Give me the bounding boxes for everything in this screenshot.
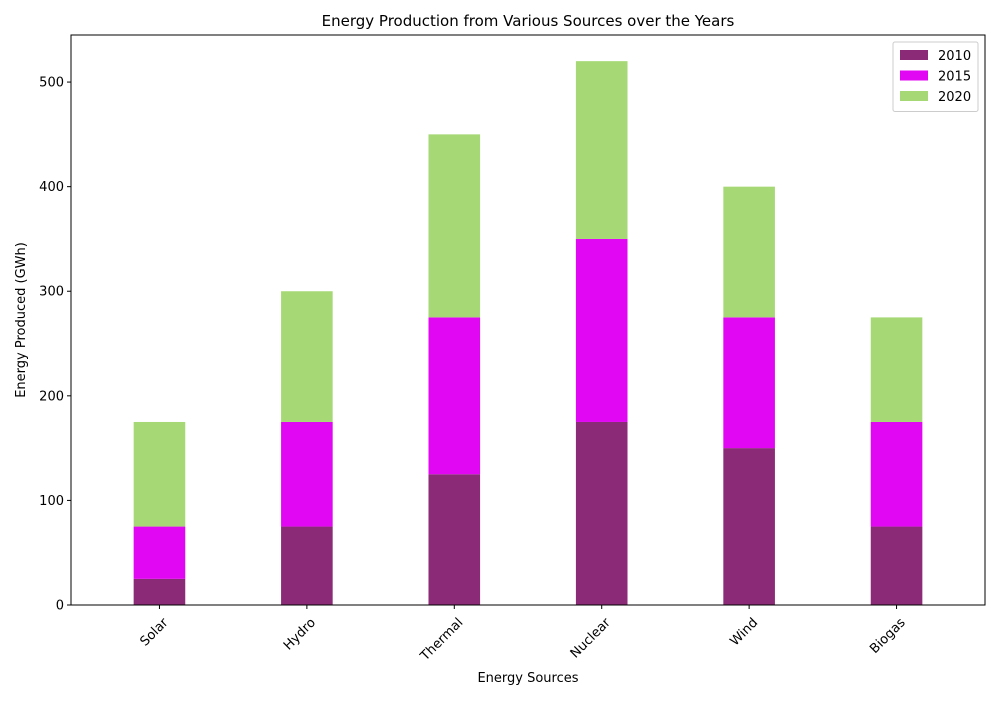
bar-nuclear-2015 xyxy=(575,238,628,422)
legend-swatch-2020 xyxy=(900,91,928,101)
bar-hydro-2010 xyxy=(281,526,333,605)
legend-swatch-2010 xyxy=(900,50,928,60)
bar-hydro-2020 xyxy=(281,291,333,422)
legend: 2010 2015 2020 xyxy=(892,41,979,112)
legend-label-2015: 2015 xyxy=(938,70,971,85)
bar-wind-2020 xyxy=(723,186,775,318)
bar-biogas-2020 xyxy=(870,317,923,422)
y-tick-label: 200 xyxy=(39,389,64,404)
chart-title: Energy Production from Various Sources o… xyxy=(322,12,735,30)
bar-biogas-2015 xyxy=(870,421,923,527)
y-tick-label: 400 xyxy=(39,180,64,195)
y-tick-label: 300 xyxy=(39,285,64,300)
legend-label-2010: 2010 xyxy=(938,49,971,64)
plot-frame xyxy=(70,34,986,606)
y-tick-label: 100 xyxy=(39,494,64,509)
y-axis-ticks: 0 100 200 300 400 500 xyxy=(39,76,71,614)
legend-swatch-2015 xyxy=(900,70,928,81)
bar-thermal-2020 xyxy=(428,134,481,318)
y-tick-label: 0 xyxy=(56,599,64,614)
y-tick-label: 500 xyxy=(39,76,64,91)
x-axis-label: Energy Sources xyxy=(477,671,578,686)
bar-nuclear-2020 xyxy=(575,61,628,239)
bars-group xyxy=(133,61,923,605)
y-axis-label: Energy Produced (GWh) xyxy=(14,242,29,398)
bar-wind-2010 xyxy=(723,448,775,605)
bar-solar-2010 xyxy=(133,578,186,605)
bar-solar-2020 xyxy=(133,421,186,527)
bar-solar-2015 xyxy=(133,526,186,579)
bar-biogas-2010 xyxy=(870,526,923,605)
bar-nuclear-2010 xyxy=(575,421,628,605)
bar-thermal-2010 xyxy=(428,474,481,605)
bar-thermal-2015 xyxy=(428,317,481,475)
legend-label-2020: 2020 xyxy=(938,90,971,105)
bar-hydro-2015 xyxy=(281,421,333,527)
bar-wind-2015 xyxy=(723,317,775,449)
